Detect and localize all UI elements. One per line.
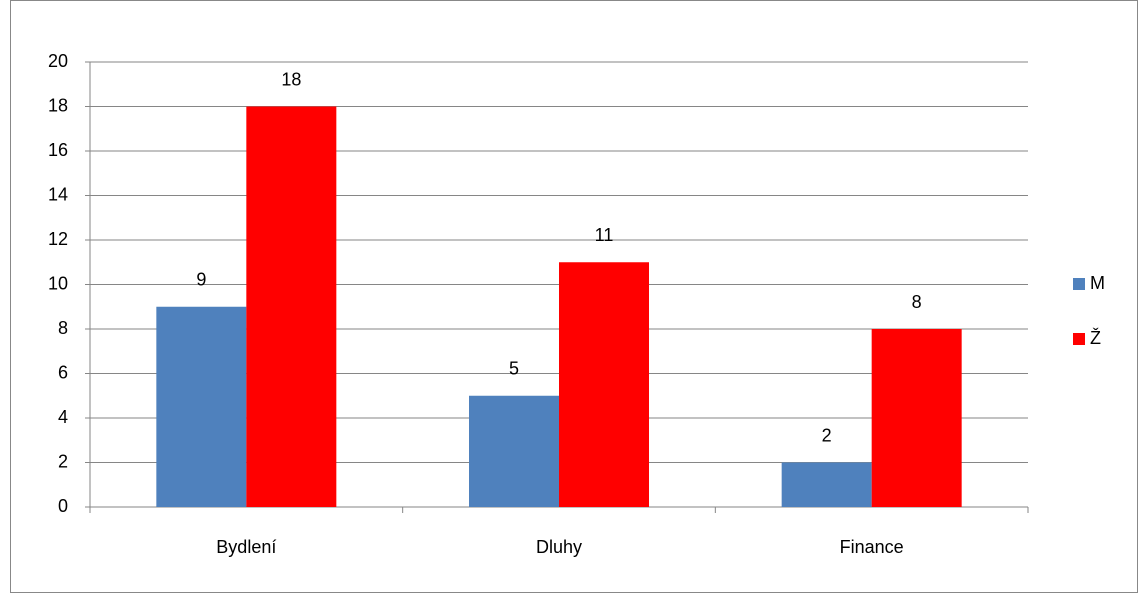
bar	[469, 395, 559, 507]
x-tick-label: Finance	[840, 537, 904, 557]
x-tick-label: Dluhy	[536, 537, 582, 557]
legend-label: Ž	[1090, 328, 1101, 348]
bar	[246, 106, 337, 507]
bar	[781, 462, 872, 507]
y-tick-label: 18	[48, 95, 68, 115]
bar	[871, 329, 962, 507]
y-tick-label: 2	[58, 451, 68, 471]
y-tick-label: 0	[58, 496, 68, 516]
data-label: 5	[509, 359, 519, 379]
data-label: 8	[912, 292, 922, 312]
y-tick-label: 6	[58, 362, 68, 382]
y-tick-label: 20	[48, 51, 68, 71]
y-tick-label: 16	[48, 140, 68, 160]
data-label: 9	[196, 270, 206, 290]
x-tick-label: Bydlení	[216, 537, 276, 557]
y-tick-label: 10	[48, 273, 68, 293]
data-label: 11	[595, 225, 614, 245]
legend-label: M	[1090, 273, 1105, 293]
bar	[156, 306, 247, 507]
bar	[559, 262, 649, 507]
y-tick-label: 12	[48, 229, 68, 249]
legend-swatch	[1073, 333, 1085, 345]
y-tick-label: 14	[48, 184, 68, 204]
y-tick-label: 4	[58, 407, 68, 427]
data-label: 18	[281, 69, 301, 89]
data-label: 2	[822, 425, 832, 445]
y-tick-label: 8	[58, 318, 68, 338]
legend-swatch	[1073, 278, 1085, 290]
